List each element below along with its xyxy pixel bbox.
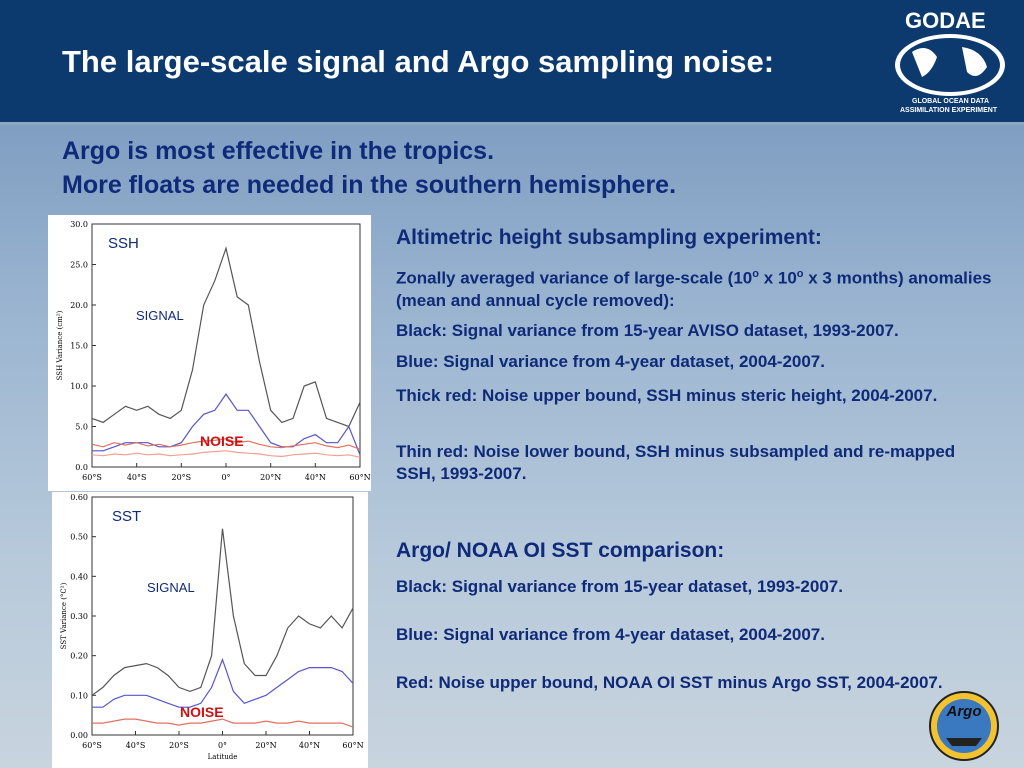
x-tick-label: 60°S	[82, 473, 102, 482]
text: x 10	[758, 268, 797, 288]
x-tick-label: 20°S	[169, 741, 189, 750]
globe-icon	[895, 34, 1005, 96]
x-tick-label: 60°N	[342, 741, 363, 750]
x-axis-label: Latitude	[208, 753, 238, 761]
y-tick-label: 20.0	[70, 301, 88, 310]
x-tick-label: 20°N	[255, 741, 276, 750]
argo-text: Argo	[946, 703, 982, 720]
heading: Argo/ NOAA OI SST comparison:	[396, 539, 725, 562]
x-tick-label: 60°S	[82, 741, 102, 750]
y-tick-label: 0.00	[70, 731, 88, 740]
logo-line: ASSIMILATION EXPERIMENT	[900, 107, 998, 114]
annotation: SIGNAL	[136, 308, 184, 323]
annotation: SIGNAL	[147, 580, 195, 595]
paragraph: Thick red: Noise upper bound, SSH minus …	[396, 386, 938, 405]
paragraph: Red: Noise upper bound, NOAA OI SST minu…	[396, 673, 943, 692]
annotation: SST	[112, 508, 141, 525]
y-tick-label: 0.50	[70, 533, 88, 542]
y-tick-label: 25.0	[70, 261, 88, 270]
paragraph: Blue: Signal variance from 4-year datase…	[396, 625, 825, 644]
y-tick-label: 0.30	[70, 612, 88, 621]
x-tick-label: 40°S	[127, 473, 147, 482]
x-tick-label: 20°N	[260, 473, 281, 482]
y-tick-label: 0.60	[70, 493, 88, 502]
x-tick-label: 0°	[218, 741, 227, 750]
text: Zonally averaged variance of large-scale…	[396, 268, 753, 288]
text: o	[752, 268, 759, 280]
y-tick-label: 0.10	[70, 691, 88, 700]
logo-line: GLOBAL OCEAN DATA	[912, 98, 989, 105]
heading: Altimetric height subsampling experiment…	[396, 226, 822, 249]
series-line	[91, 450, 361, 458]
argo-logo: Argo	[929, 691, 999, 761]
y-tick-label: 0.20	[70, 652, 88, 661]
text: x 3 months) anomalies (mean and annual c…	[396, 268, 992, 310]
chart-panel: 0.00 0.10 0.20 0.30 0.40 0.50 0.60 60°S 40°S 20°S…	[52, 492, 368, 768]
chart-panel: 0.0 5.0 10.0 15.0 20.0 25.0 30.0 60°S 40°S 20°S 0°…	[48, 215, 371, 491]
y-tick-label: 30.0	[70, 220, 88, 229]
x-tick-label: 40°N	[299, 741, 320, 750]
subtitle: Argo is most effective in the tropics.	[62, 137, 495, 165]
paragraph: Black: Signal variance from 15-year AVIS…	[396, 321, 899, 340]
header: The large-scale signal and Argo sampling…	[0, 0, 1024, 125]
x-tick-label: 0°	[221, 473, 230, 482]
paragraph: Black: Signal variance from 15-year data…	[396, 577, 843, 596]
y-tick-label: 10.0	[70, 382, 88, 391]
paragraph: Thin red: Noise lower bound, SSH minus s…	[396, 442, 956, 483]
y-tick-label: 0.0	[75, 463, 88, 472]
annotation: SSH	[108, 235, 139, 252]
y-axis-label: SSH Variance (cm²)	[56, 310, 64, 380]
x-tick-label: 40°S	[126, 741, 146, 750]
paragraph: Zonally averaged variance of large-scale…	[396, 263, 996, 312]
y-tick-label: 0.40	[70, 572, 88, 581]
logo-name: GODAE	[905, 8, 986, 33]
y-tick-label: 5.0	[75, 423, 88, 432]
series-line	[91, 246, 361, 428]
text: o	[796, 268, 804, 280]
series-line	[92, 718, 354, 728]
y-axis-label: SST Variance (°C²)	[60, 582, 68, 649]
plot-frame	[91, 223, 361, 468]
x-tick-label: 40°N	[305, 473, 326, 482]
chart: 0.0 5.0 10.0 15.0 20.0 25.0 30.0 60°S 40°S 20°S 0°…	[56, 220, 371, 482]
series-line	[92, 657, 354, 708]
annotation: NOISE	[200, 433, 244, 449]
title: The large-scale signal and Argo sampling…	[62, 44, 775, 79]
x-tick-label: 60°N	[349, 473, 370, 482]
subtitle: More floats are needed in the southern h…	[62, 171, 677, 199]
x-tick-label: 20°S	[171, 473, 191, 482]
series-line	[91, 528, 354, 696]
annotation: NOISE	[180, 704, 224, 720]
paragraph: Blue: Signal variance from 4-year datase…	[396, 352, 825, 371]
y-tick-label: 15.0	[70, 342, 88, 351]
series-line	[91, 438, 361, 450]
chart: 0.00 0.10 0.20 0.30 0.40 0.50 0.60 60°S 40°S 20°S…	[60, 493, 364, 761]
